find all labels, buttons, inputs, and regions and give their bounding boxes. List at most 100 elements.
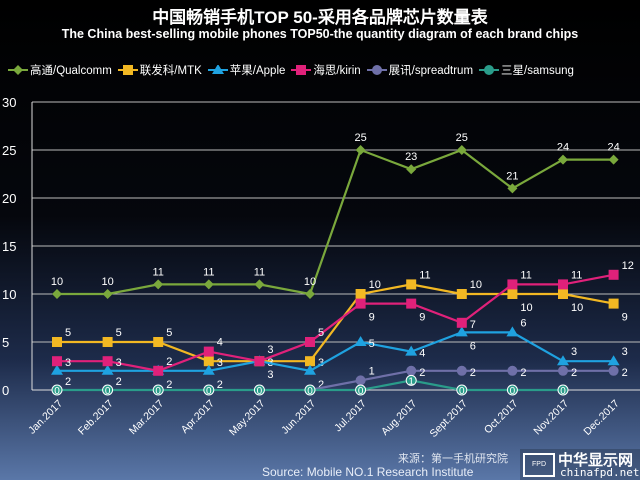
- x-tick-label: Dec.2017: [581, 398, 621, 438]
- legend-marker: [211, 65, 224, 74]
- data-label: 4: [217, 337, 223, 349]
- series-0: 10 10 11 11 11 10 25 23 25 21 24 24: [51, 132, 620, 299]
- data-label: 3: [65, 357, 71, 369]
- data-point: [52, 356, 62, 367]
- legend-item: 联发科/MTK: [117, 62, 202, 78]
- legend-swatch-icon: [8, 65, 28, 75]
- data-label: 2: [65, 376, 71, 388]
- data-point: [305, 356, 315, 367]
- data-label: 10: [369, 279, 381, 291]
- data-label: 6: [520, 317, 526, 329]
- legend-label: 三星/samsung: [501, 65, 574, 77]
- y-tick-label: 25: [2, 143, 16, 158]
- data-point: [607, 355, 620, 366]
- legend-label: 海思/kirin: [313, 65, 361, 77]
- data-label: 0: [206, 386, 212, 397]
- legend-label: 联发科/MTK: [139, 65, 202, 77]
- data-label: 24: [557, 142, 569, 154]
- watermark-logo: FPD 中华显示网 chinafpd.net: [520, 449, 640, 480]
- data-label: 9: [419, 312, 425, 324]
- data-point: [203, 346, 214, 357]
- data-point: [507, 183, 518, 194]
- watermark-box: FPD: [523, 453, 555, 477]
- data-label: 23: [405, 151, 417, 163]
- data-point: [153, 279, 164, 290]
- data-point: [305, 337, 315, 347]
- data-label: 0: [155, 386, 161, 397]
- series-line: [57, 273, 614, 372]
- series-5: 0 0 0 0 0 0 0 1 0 0 0: [51, 374, 569, 397]
- data-label: 0: [510, 386, 516, 397]
- data-label: 0: [560, 386, 566, 397]
- data-point: [153, 337, 164, 347]
- data-label: 11: [254, 266, 265, 278]
- data-label: 4: [419, 348, 425, 360]
- data-label: 2: [622, 367, 628, 379]
- series-line: [57, 331, 614, 372]
- data-point: [51, 384, 63, 396]
- data-point: [51, 364, 63, 375]
- data-point: [102, 384, 114, 396]
- legend-marker: [296, 65, 307, 75]
- data-label: 2: [166, 379, 172, 391]
- watermark-name: 中华显示网: [558, 451, 634, 469]
- y-tick-label: 20: [2, 191, 16, 206]
- data-point: [558, 154, 568, 165]
- x-tick-label: Feb.2017: [76, 398, 116, 438]
- data-label: 2: [419, 367, 425, 379]
- legend-swatch-icon: [117, 65, 138, 75]
- series-1: 5 5 5 3 3 3 10 11 10 10 10 9: [52, 269, 628, 369]
- data-point: [507, 279, 518, 290]
- data-point: [608, 298, 619, 309]
- x-tick-label: Oct.2017: [482, 398, 521, 437]
- x-tick-label: Jun.2017: [279, 398, 318, 437]
- data-label: 5: [166, 327, 172, 339]
- legend-swatch-icon: [479, 65, 500, 75]
- legend: 高通/Qualcomm 联发科/MTK 苹果/Apple 海思/kirin 展讯/spr…: [8, 62, 574, 78]
- data-point: [507, 365, 518, 376]
- x-tick-label: Nov.2017: [531, 398, 571, 438]
- data-label: 10: [304, 276, 316, 288]
- data-label: 3: [267, 344, 273, 356]
- data-label: 3: [267, 369, 273, 381]
- data-label: 2: [166, 356, 172, 368]
- data-point: [456, 365, 467, 376]
- data-label: 2: [470, 367, 476, 379]
- data-label: 11: [419, 269, 430, 281]
- series-line: [57, 283, 614, 363]
- data-label: 1: [369, 365, 375, 377]
- legend-item: 苹果/Apple: [207, 62, 286, 78]
- data-label: 0: [358, 386, 364, 397]
- data-point: [304, 384, 316, 396]
- legend-item: 海思/kirin: [291, 62, 361, 78]
- data-label: 2: [318, 379, 324, 391]
- data-point: [102, 337, 113, 347]
- data-point: [355, 289, 366, 299]
- series-line: [57, 148, 614, 296]
- x-tick-label: Aug.2017: [379, 398, 419, 438]
- data-point: [101, 364, 114, 375]
- legend-label: 苹果/Apple: [229, 65, 286, 77]
- data-label: 3: [571, 346, 577, 358]
- x-tick-label: Sept.2017: [428, 398, 470, 440]
- data-label: 10: [520, 302, 532, 314]
- data-label: 0: [54, 386, 60, 397]
- data-point: [456, 384, 468, 396]
- x-tick-label: Apr.2017: [179, 398, 217, 436]
- data-label: 0: [257, 386, 263, 397]
- x-tick-label: May.2017: [227, 398, 268, 439]
- data-point: [355, 145, 366, 155]
- source-cn: 来源：第一手机研究院: [398, 453, 508, 465]
- data-label: 24: [607, 142, 619, 154]
- data-label: 10: [470, 279, 482, 291]
- data-point: [354, 336, 367, 346]
- data-point: [558, 289, 568, 299]
- data-point: [406, 365, 417, 376]
- data-label: 12: [622, 260, 634, 272]
- data-label: 11: [571, 269, 582, 281]
- data-label: 0: [459, 386, 465, 397]
- data-point: [406, 164, 417, 175]
- legend-label: 展讯/spreadtrum: [388, 65, 474, 77]
